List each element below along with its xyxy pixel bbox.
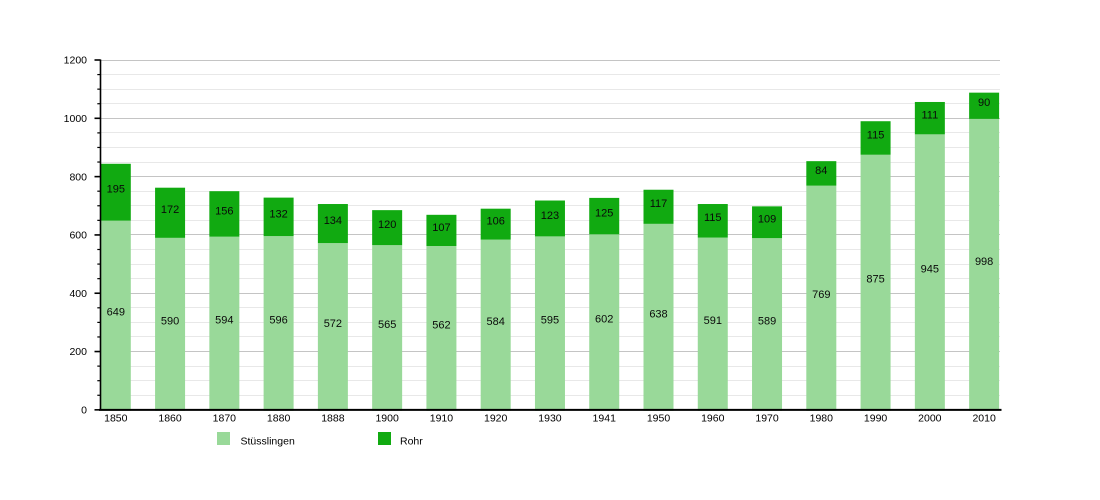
svg-text:649: 649 [107, 307, 125, 319]
svg-text:1910: 1910 [430, 413, 454, 425]
svg-text:600: 600 [69, 230, 87, 242]
svg-text:115: 115 [704, 212, 722, 224]
svg-text:875: 875 [866, 274, 884, 286]
svg-text:800: 800 [69, 171, 87, 183]
svg-text:172: 172 [161, 204, 179, 216]
svg-text:111: 111 [921, 110, 938, 122]
svg-text:120: 120 [378, 219, 396, 231]
svg-text:1960: 1960 [701, 413, 725, 425]
svg-text:1000: 1000 [64, 113, 88, 125]
svg-text:2010: 2010 [972, 413, 996, 425]
svg-text:125: 125 [595, 208, 613, 220]
svg-text:115: 115 [867, 129, 885, 141]
svg-text:1900: 1900 [375, 413, 399, 425]
svg-text:Stüsslingen: Stüsslingen [241, 436, 295, 448]
svg-text:602: 602 [595, 314, 613, 326]
svg-text:117: 117 [650, 198, 668, 210]
svg-text:589: 589 [758, 315, 776, 327]
svg-text:Rohr: Rohr [400, 436, 423, 448]
svg-text:107: 107 [432, 222, 450, 234]
svg-text:590: 590 [161, 315, 179, 327]
svg-text:1930: 1930 [538, 413, 562, 425]
svg-text:1870: 1870 [213, 413, 237, 425]
svg-text:84: 84 [815, 165, 827, 177]
svg-text:1850: 1850 [104, 413, 128, 425]
svg-text:156: 156 [215, 205, 233, 217]
svg-text:594: 594 [215, 315, 233, 327]
svg-text:90: 90 [978, 97, 990, 109]
svg-text:769: 769 [812, 289, 830, 301]
svg-text:1980: 1980 [810, 413, 834, 425]
svg-text:1970: 1970 [755, 413, 779, 425]
svg-text:1990: 1990 [864, 413, 888, 425]
svg-text:638: 638 [649, 308, 667, 320]
svg-text:596: 596 [269, 314, 287, 326]
svg-text:132: 132 [269, 208, 287, 220]
svg-text:123: 123 [541, 210, 559, 222]
svg-text:400: 400 [69, 288, 87, 300]
svg-text:998: 998 [975, 256, 993, 268]
svg-text:0: 0 [81, 405, 87, 417]
svg-text:1941: 1941 [593, 413, 617, 425]
svg-text:565: 565 [378, 319, 396, 331]
svg-text:2000: 2000 [918, 413, 942, 425]
svg-text:1920: 1920 [484, 413, 508, 425]
svg-text:595: 595 [541, 315, 559, 327]
svg-text:562: 562 [432, 319, 450, 331]
svg-text:1888: 1888 [321, 413, 345, 425]
svg-text:584: 584 [487, 316, 505, 328]
svg-text:106: 106 [487, 216, 505, 228]
svg-text:195: 195 [107, 184, 125, 196]
svg-text:109: 109 [758, 214, 776, 226]
svg-text:591: 591 [704, 315, 722, 327]
svg-text:200: 200 [69, 346, 87, 358]
svg-text:1950: 1950 [647, 413, 671, 425]
svg-text:1860: 1860 [158, 413, 182, 425]
svg-text:572: 572 [324, 318, 342, 330]
svg-text:1200: 1200 [64, 55, 88, 67]
svg-text:1880: 1880 [267, 413, 291, 425]
svg-text:134: 134 [324, 215, 342, 227]
svg-text:945: 945 [921, 264, 939, 276]
